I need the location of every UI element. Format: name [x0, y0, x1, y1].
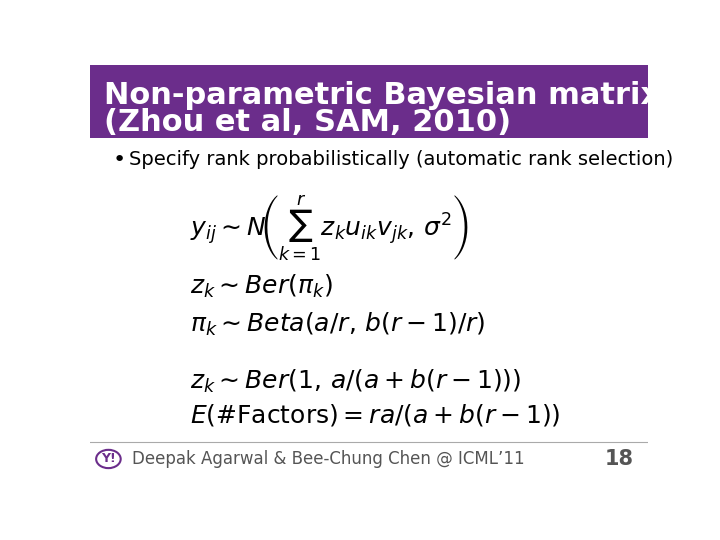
Text: $z_k \sim \mathit{Ber}(1,\, a/(a+b(r-1)))$: $z_k \sim \mathit{Ber}(1,\, a/(a+b(r-1))…: [190, 368, 522, 395]
Text: (Zhou et al, SAM, 2010): (Zhou et al, SAM, 2010): [104, 109, 511, 138]
Circle shape: [96, 450, 121, 468]
Text: $\pi_k \sim \mathit{Beta}(a/r,\, b(r-1)/r)$: $\pi_k \sim \mathit{Beta}(a/r,\, b(r-1)/…: [190, 311, 486, 338]
Text: $z_k \sim \mathit{Ber}(\pi_k)$: $z_k \sim \mathit{Ber}(\pi_k)$: [190, 273, 333, 300]
Text: $y_{ij} \sim N\!\left(\sum_{k=1}^{r} z_k u_{ik} v_{jk},\, \sigma^2\right)$: $y_{ij} \sim N\!\left(\sum_{k=1}^{r} z_k…: [190, 194, 469, 264]
Text: 18: 18: [605, 449, 634, 469]
Text: $E(\#\mathrm{Factors}) = ra/(a + b(r-1))$: $E(\#\mathrm{Factors}) = ra/(a + b(r-1))…: [190, 402, 561, 428]
Text: Non-parametric Bayesian matrix completion: Non-parametric Bayesian matrix completio…: [104, 82, 720, 111]
Text: •: •: [112, 150, 125, 170]
Text: Deepak Agarwal & Bee-Chung Chen @ ICML’11: Deepak Agarwal & Bee-Chung Chen @ ICML’1…: [132, 450, 524, 468]
Text: Specify rank probabilistically (automatic rank selection): Specify rank probabilistically (automati…: [129, 150, 673, 169]
Text: Y!: Y!: [101, 453, 116, 465]
Bar: [90, 65, 648, 138]
